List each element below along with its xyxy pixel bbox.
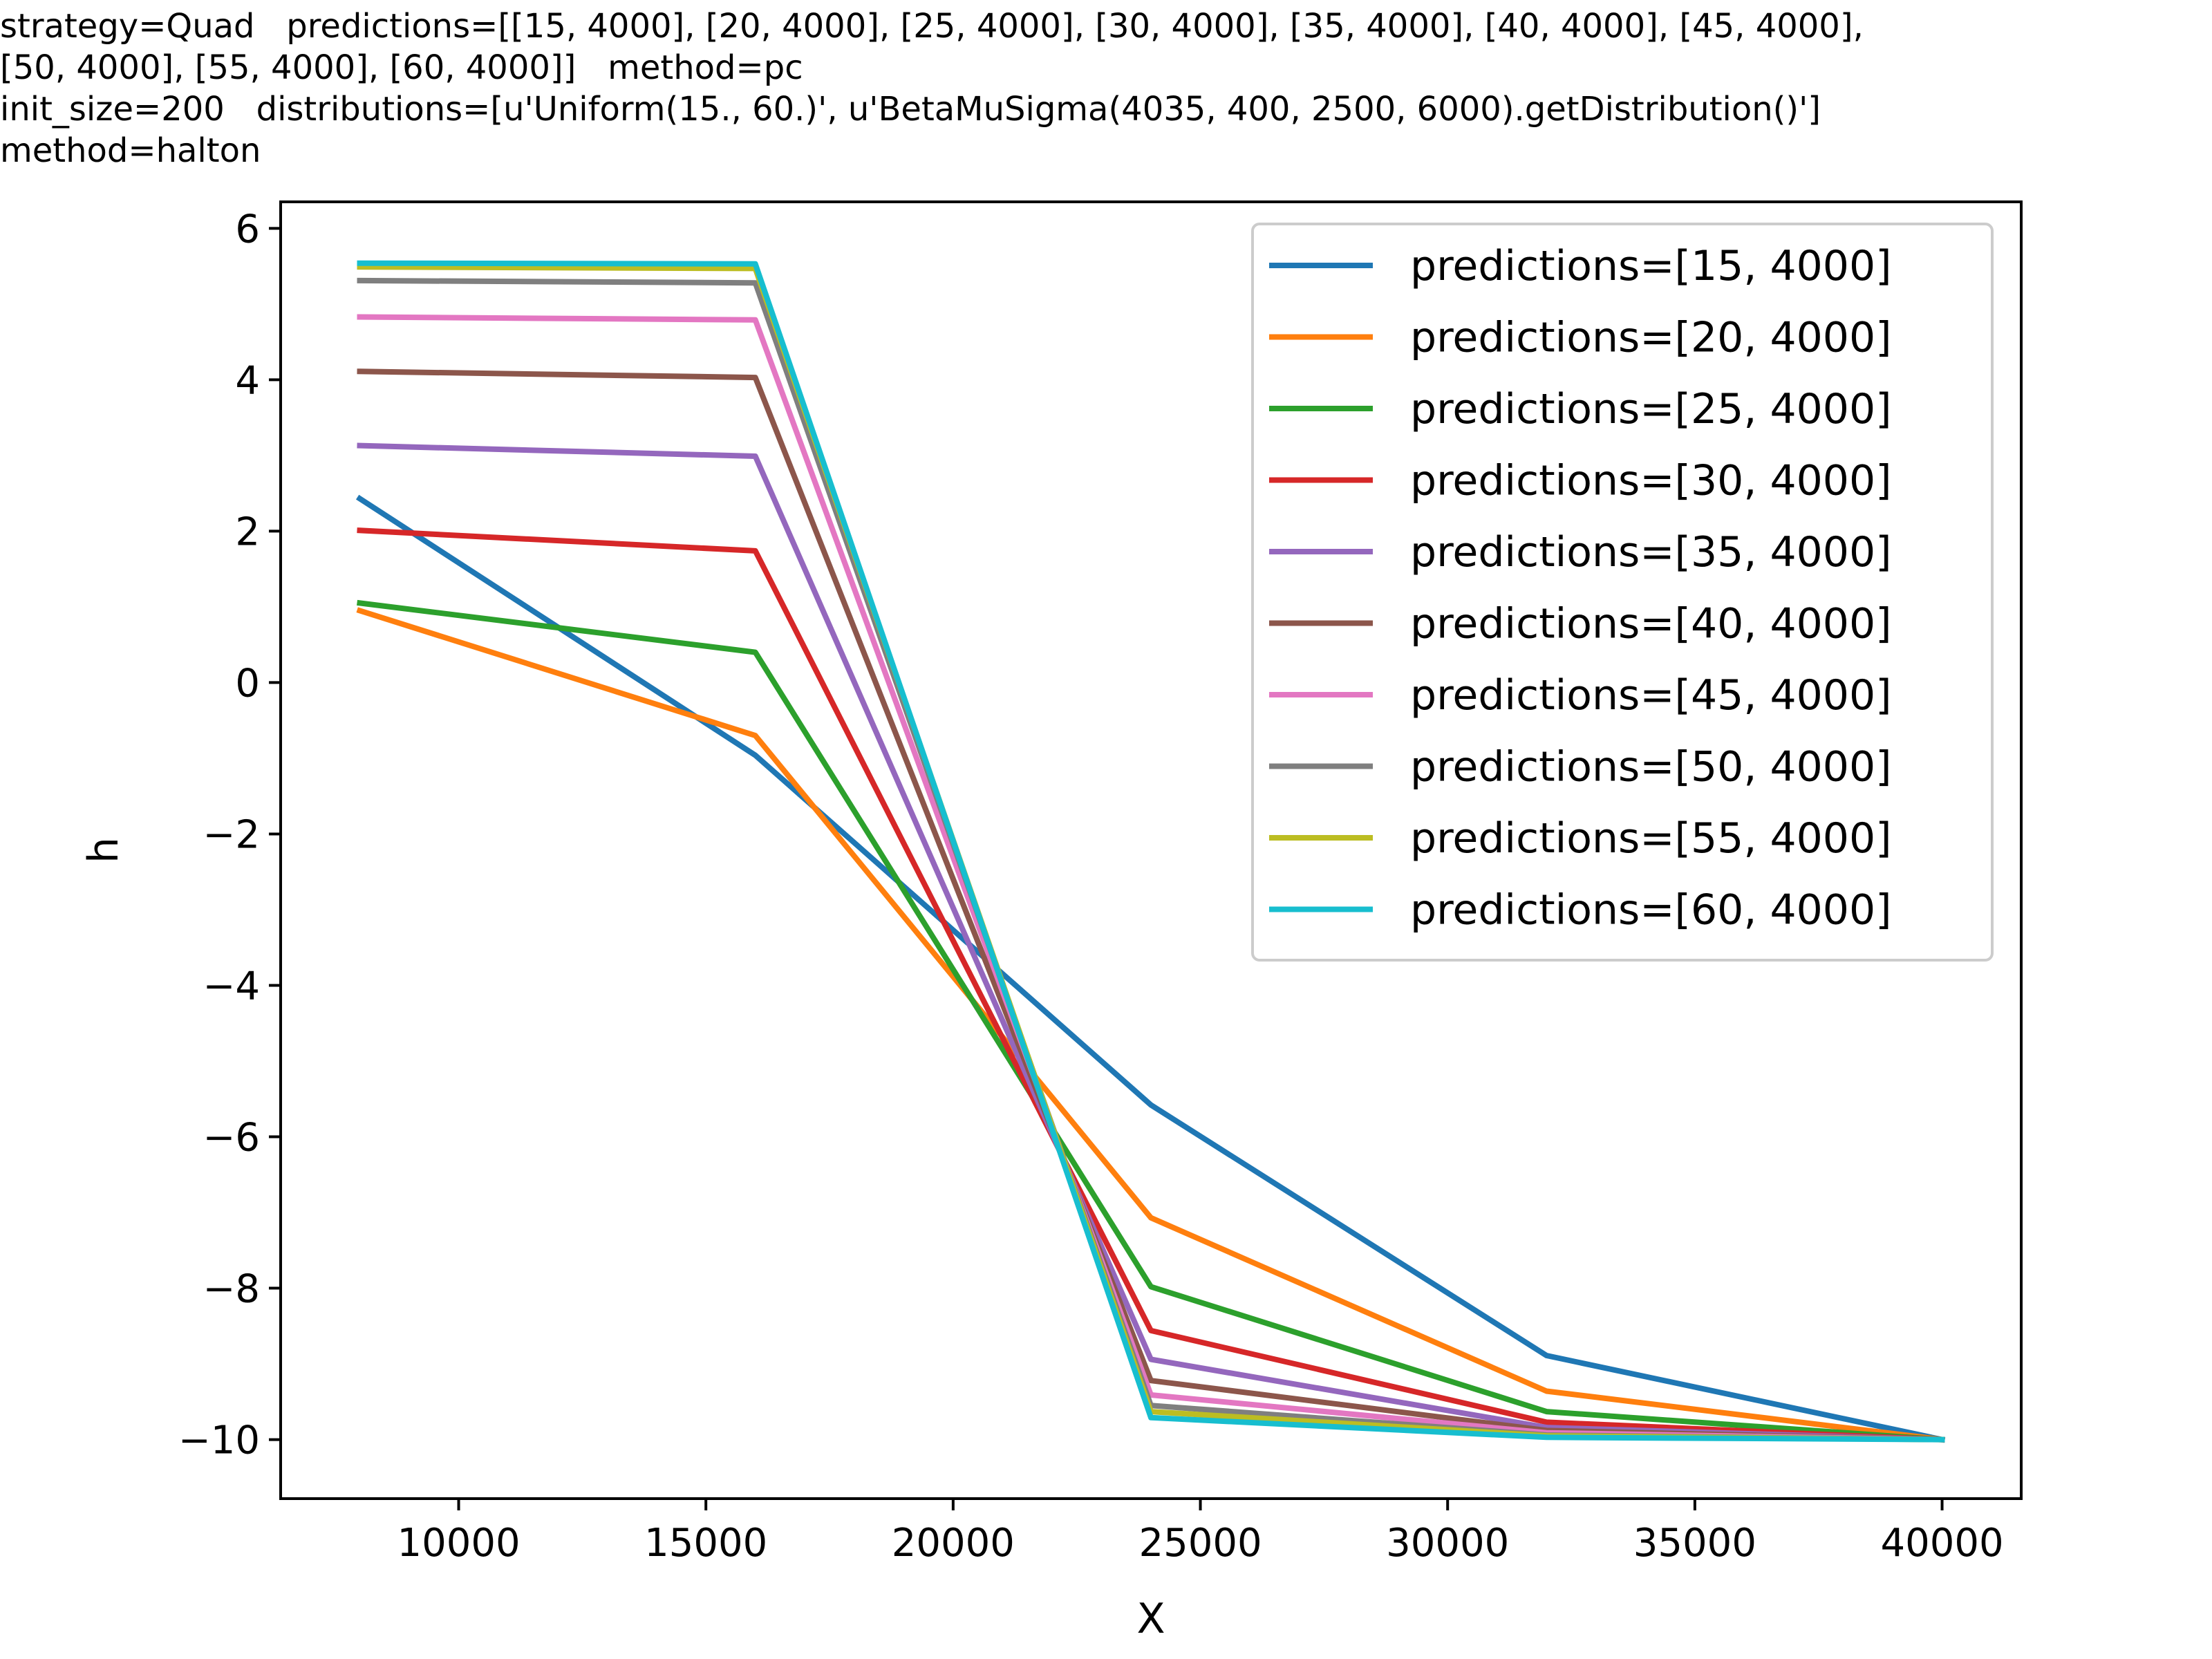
- y-tick-label: 4: [235, 358, 260, 403]
- series-line-10: [357, 260, 1945, 1443]
- header-line-strategy: strategy=Quad predictions=[[15, 4000], […: [0, 7, 1864, 46]
- x-tick-label: 30000: [1386, 1521, 1509, 1566]
- legend-label: predictions=[55, 4000]: [1410, 814, 1892, 863]
- legend: predictions=[15, 4000] predictions=[20, 4…: [1251, 223, 1994, 962]
- x-tick-label: 40000: [1880, 1521, 2003, 1566]
- y-axis: 6 4 2 0 −2 −4 −6 −8 −10: [178, 207, 281, 1463]
- legend-label: predictions=[35, 4000]: [1410, 528, 1892, 577]
- y-tick-label: −4: [203, 964, 260, 1009]
- x-tick-label: 15000: [644, 1521, 767, 1566]
- series-line-2: [356, 607, 1945, 1443]
- y-tick-label: −6: [203, 1116, 260, 1161]
- y-axis-label: h: [79, 837, 128, 863]
- y-tick-label: −8: [203, 1267, 260, 1312]
- plot-frame: [279, 200, 2023, 1500]
- series-layer: [355, 260, 1946, 1443]
- y-tick-label: −2: [203, 812, 260, 857]
- legend-label: predictions=[40, 4000]: [1410, 600, 1892, 648]
- header-line-predictions: [50, 4000], [55, 4000], [60, 4000]] meth…: [0, 48, 803, 87]
- legend-label: predictions=[30, 4000]: [1410, 457, 1892, 505]
- legend-label: predictions=[60, 4000]: [1410, 886, 1892, 935]
- x-axis-label: X: [1136, 1595, 1165, 1643]
- legend-label: predictions=[50, 4000]: [1410, 743, 1892, 791]
- y-tick-label: 2: [235, 509, 260, 554]
- legend-label: predictions=[25, 4000]: [1410, 385, 1892, 433]
- y-tick-label: −10: [178, 1418, 260, 1463]
- y-tick-label: 0: [235, 661, 260, 706]
- series-line-4: [357, 527, 1945, 1443]
- header-line-distributions: init_size=200 distributions=[u'Uniform(1…: [0, 90, 1821, 129]
- y-tick-label: 6: [235, 207, 260, 252]
- legend-label: predictions=[15, 4000]: [1410, 242, 1892, 290]
- legend-box: [1251, 223, 1994, 962]
- series-line-3: [357, 599, 1945, 1443]
- x-tick-label: 20000: [892, 1521, 1015, 1566]
- x-tick-label: 35000: [1633, 1521, 1756, 1566]
- x-axis: 10000 15000 20000 25000 30000 35000 40000: [397, 1499, 2004, 1566]
- x-tick-label: 25000: [1138, 1521, 1262, 1566]
- series-line-1: [355, 494, 1946, 1443]
- x-tick-label: 10000: [397, 1521, 520, 1566]
- figure-header: strategy=Quad predictions=[[15, 4000], […: [0, 6, 2212, 171]
- header-line-method: method=halton: [0, 131, 261, 170]
- legend-label: predictions=[20, 4000]: [1410, 314, 1892, 362]
- legend-label: predictions=[45, 4000]: [1410, 671, 1892, 720]
